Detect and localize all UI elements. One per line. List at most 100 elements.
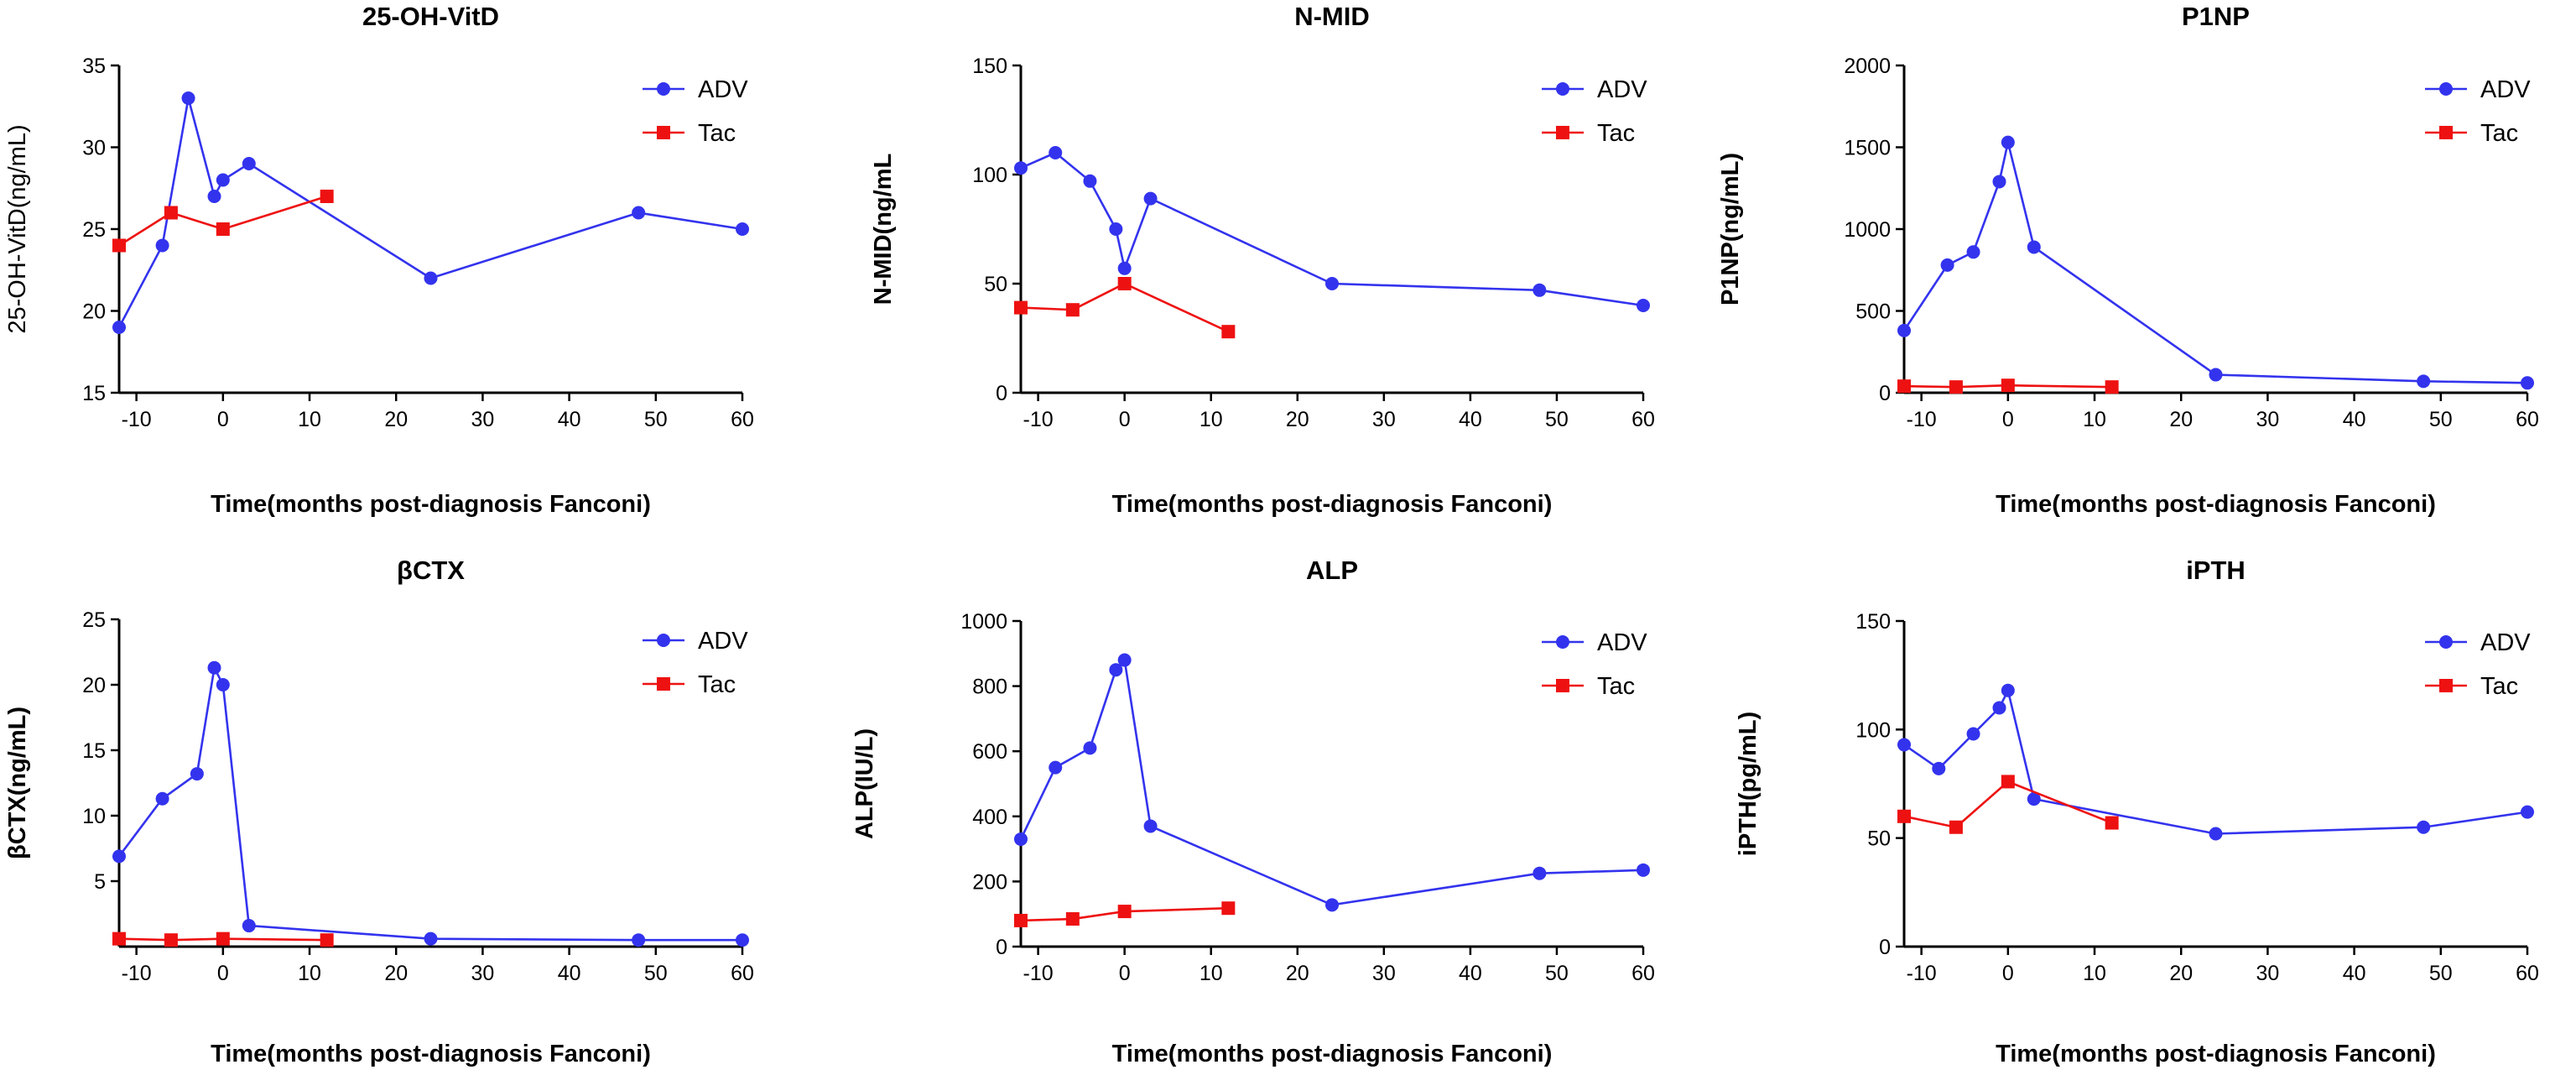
y-tick-label: 15: [82, 739, 106, 763]
chart-title: βCTX: [397, 556, 465, 585]
series-line-tac: [1903, 384, 2112, 389]
series-tac: [1897, 378, 2119, 394]
legend-label: ADV: [2480, 629, 2531, 656]
legend-entry-adv: ADV: [643, 76, 748, 103]
x-tick-label: 40: [558, 408, 581, 431]
y-tick-label: 50: [1867, 827, 1891, 851]
legend-marker: [657, 677, 670, 691]
data-point-adv: [1992, 701, 2006, 715]
x-tick-label: 0: [2002, 962, 2014, 985]
data-point-adv: [181, 91, 195, 105]
x-tick-label: 50: [644, 408, 668, 431]
x-tick-label: 40: [2343, 962, 2366, 985]
x-tick-label: -10: [1023, 962, 1054, 985]
y-tick-label: 15: [82, 382, 106, 405]
data-point-adv: [190, 767, 204, 781]
y-tick-label: 1500: [1844, 137, 1891, 160]
x-tick-label: 50: [2429, 962, 2453, 985]
y-tick-label: 100: [972, 164, 1007, 187]
x-tick-label: 0: [217, 408, 229, 431]
y-tick-label: 0: [1879, 382, 1891, 405]
y-tick-label: 10: [82, 805, 106, 828]
data-point-adv: [1143, 819, 1158, 833]
data-point-adv: [1637, 299, 1650, 312]
data-point-tac: [1949, 380, 1963, 394]
x-tick-label: 60: [731, 962, 754, 985]
legend-marker: [1556, 679, 1569, 692]
y-tick-label: 20: [82, 300, 106, 324]
data-point-adv: [736, 222, 749, 236]
data-point-adv: [1325, 898, 1339, 912]
data-point-tac: [320, 933, 334, 947]
data-point-adv: [1637, 863, 1650, 877]
data-point-adv: [424, 931, 438, 946]
data-point-adv: [1897, 738, 1911, 752]
data-point-adv: [2417, 820, 2431, 834]
series-adv: [112, 660, 749, 947]
series-line-adv: [117, 664, 742, 942]
y-tick-label: 25: [82, 608, 106, 632]
series-adv: [112, 91, 749, 334]
legend-label: Tac: [2480, 673, 2518, 700]
data-point-tac: [2001, 775, 2015, 789]
legend-label: Tac: [2480, 120, 2518, 147]
data-point-tac: [2105, 816, 2119, 830]
data-point-adv: [424, 271, 438, 285]
chart-title: ALP: [1306, 556, 1358, 585]
y-tick-label: 150: [972, 55, 1007, 78]
data-point-tac: [1014, 300, 1028, 315]
x-tick-label: 60: [2516, 962, 2539, 985]
data-point-adv: [632, 206, 646, 220]
y-tick-label: 2000: [1844, 55, 1891, 78]
x-axis-label: Time(months post-diagnosis Fanconi): [211, 1041, 651, 1067]
x-tick-label: 30: [471, 408, 495, 431]
y-tick-label: 500: [1855, 300, 1891, 324]
data-point-adv: [1932, 761, 1946, 775]
data-point-adv: [2001, 683, 2015, 697]
x-tick-label: 30: [2256, 962, 2280, 985]
x-tick-label: 60: [1631, 962, 1655, 985]
y-tick-label: 0: [996, 936, 1007, 959]
series-line-tac: [1903, 780, 2113, 829]
data-point-adv: [1049, 760, 1063, 775]
data-point-tac: [164, 206, 178, 220]
x-tick-label: 30: [2256, 408, 2280, 431]
data-point-tac: [1897, 809, 1911, 823]
data-point-adv: [2521, 805, 2534, 819]
series-adv: [1014, 653, 1650, 912]
legend-label: ADV: [1597, 629, 1647, 656]
data-point-adv: [2209, 368, 2223, 382]
series-adv: [1014, 146, 1650, 312]
legend-marker: [657, 126, 670, 139]
y-tick-label: 100: [1855, 718, 1891, 742]
data-point-adv: [216, 678, 230, 691]
x-tick-label: 0: [217, 962, 229, 985]
series-tac: [112, 190, 334, 253]
x-tick-label: -10: [1023, 408, 1054, 431]
x-tick-label: 20: [384, 408, 408, 431]
series-adv: [1897, 135, 2534, 390]
chart-title: iPTH: [2186, 556, 2246, 585]
data-point-adv: [1966, 727, 1980, 741]
data-point-adv: [2417, 374, 2431, 389]
data-point-adv: [207, 660, 221, 675]
legend-label: Tac: [698, 671, 736, 698]
y-tick-label: 30: [82, 137, 106, 160]
data-point-adv: [242, 157, 256, 170]
x-tick-label: 60: [1631, 408, 1655, 431]
data-point-adv: [2027, 792, 2041, 806]
x-tick-label: 20: [1286, 408, 1309, 431]
y-tick-label: 5: [94, 870, 106, 894]
series-tac: [1014, 277, 1236, 339]
data-point-adv: [2209, 827, 2223, 841]
chart-panel-1: 25-OH-VitD 15 20 25 30 35 -10 0 10 20 30 40 50 60 Time…: [4, 2, 754, 518]
x-tick-label: 60: [2516, 408, 2539, 431]
data-point-adv: [112, 321, 126, 334]
x-tick-label: 0: [2002, 408, 2014, 431]
data-point-adv: [1533, 866, 1547, 880]
x-tick-label: 10: [298, 962, 321, 985]
series-line-tac: [1020, 282, 1229, 333]
x-tick-label: -10: [1907, 408, 1937, 431]
legend-entry-adv: ADV: [643, 628, 748, 655]
